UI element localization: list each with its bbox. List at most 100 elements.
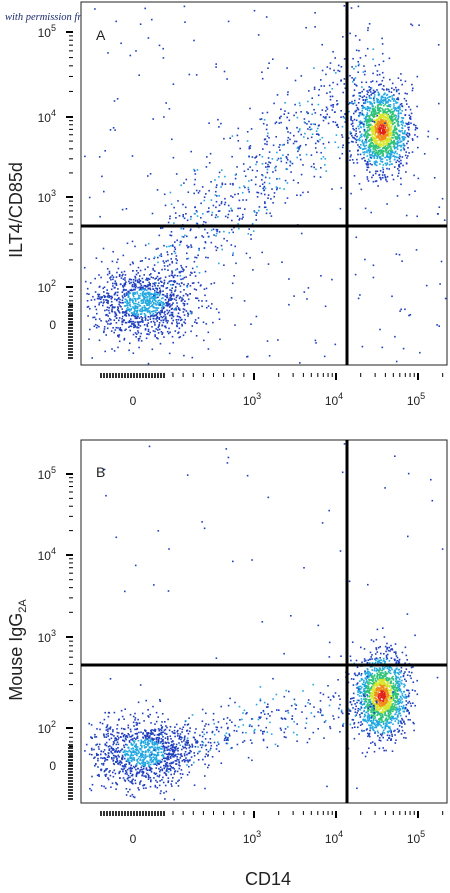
data-point-2665 [215, 235, 217, 237]
data-point-1275 [371, 741, 374, 743]
data-point-1124 [383, 675, 386, 678]
data-point-2898 [352, 57, 354, 60]
data-point-3010 [339, 157, 341, 160]
data-point-601 [171, 304, 173, 306]
data-point-762 [149, 756, 151, 758]
data-point-509 [125, 322, 128, 324]
data-point-2746 [264, 201, 266, 203]
data-point-1325 [369, 88, 372, 91]
data-point-2196 [408, 106, 410, 108]
data-point-3404 [162, 57, 165, 59]
data-point-957 [86, 287, 89, 290]
data-point-2049 [382, 145, 385, 147]
data-point-2712 [260, 118, 263, 120]
data-point-767 [123, 319, 126, 322]
data-point-497 [84, 280, 87, 283]
data-point-926 [100, 320, 102, 322]
data-point-2812 [231, 135, 234, 137]
data-point-477 [156, 337, 158, 339]
data-point-1316 [394, 156, 396, 158]
data-point-2810 [326, 113, 328, 116]
data-point-336 [137, 331, 140, 334]
data-point-1177 [357, 144, 359, 146]
data-point-650 [151, 304, 154, 306]
data-point-925 [129, 766, 132, 769]
data-point-3368 [300, 173, 303, 176]
data-point-847 [132, 313, 135, 315]
data-point-879 [160, 738, 163, 740]
data-point-943 [133, 758, 136, 761]
data-point-2686 [214, 194, 217, 196]
data-point-2420 [386, 111, 388, 113]
data-point-2317 [370, 134, 373, 136]
data-point-1447 [371, 152, 374, 155]
data-point-1063 [143, 775, 145, 777]
data-point-250 [135, 314, 138, 317]
data-point-2917 [198, 249, 200, 252]
data-point-864 [153, 738, 155, 740]
data-point-1079 [165, 319, 168, 322]
data-point-2031 [372, 174, 374, 176]
data-point-264 [155, 328, 157, 330]
data-point-964 [152, 756, 155, 758]
data-point-1459 [378, 157, 381, 159]
data-point-2097 [376, 74, 379, 76]
data-point-3454 [313, 166, 315, 169]
data-point-130 [120, 271, 123, 274]
data-point-2499 [349, 150, 351, 152]
data-point-1111 [398, 689, 401, 692]
data-point-2184 [378, 123, 381, 125]
data-point-2925 [325, 106, 328, 109]
data-point-2036 [386, 118, 389, 120]
data-point-2969 [307, 100, 309, 103]
data-point-3039 [343, 78, 346, 80]
data-point-768 [134, 315, 136, 318]
data-point-2705 [329, 67, 331, 70]
data-point-67 [157, 716, 159, 718]
data-point-45 [127, 779, 130, 782]
data-point-2235 [398, 154, 401, 156]
data-point-928 [132, 293, 135, 296]
data-point-279 [97, 754, 100, 756]
data-point-1011 [131, 322, 133, 325]
data-point-274 [136, 759, 138, 761]
data-point-2754 [210, 199, 213, 201]
data-point-2867 [227, 216, 229, 219]
data-point-2681 [269, 162, 272, 164]
data-point-1853 [385, 135, 387, 138]
data-point-1976 [374, 124, 376, 127]
data-point-499 [179, 736, 181, 738]
data-point-297 [147, 736, 150, 738]
data-point-1191 [384, 156, 386, 159]
data-point-1659 [400, 177, 402, 180]
data-point-3197 [381, 37, 383, 40]
data-point-138 [201, 708, 204, 711]
data-point-3445 [250, 238, 252, 240]
data-point-1279 [396, 682, 399, 685]
data-point-890 [164, 721, 166, 723]
data-point-723 [168, 748, 170, 751]
data-point-2807 [158, 234, 161, 237]
data-point-2670 [178, 244, 181, 246]
data-point-2531 [409, 118, 412, 120]
data-point-3401 [218, 171, 221, 174]
data-point-1421 [395, 120, 398, 123]
data-point-2071 [365, 141, 368, 143]
data-point-2488 [344, 121, 347, 123]
data-point-3073 [317, 103, 320, 106]
data-point-2566 [383, 132, 385, 134]
data-point-2957 [274, 167, 276, 169]
data-point-993 [144, 730, 147, 733]
data-point-1098 [404, 80, 407, 83]
data-point-258 [147, 776, 150, 779]
data-point-2586 [365, 131, 368, 134]
data-point-960 [106, 725, 108, 728]
data-point-3253 [353, 79, 355, 81]
data-point-1058 [156, 315, 159, 318]
data-point-2150 [368, 149, 371, 152]
data-point-2048 [383, 140, 385, 142]
data-point-2580 [373, 130, 376, 132]
data-point-1658 [389, 134, 392, 136]
data-point-2651 [194, 178, 196, 181]
data-point-3162 [287, 136, 290, 139]
